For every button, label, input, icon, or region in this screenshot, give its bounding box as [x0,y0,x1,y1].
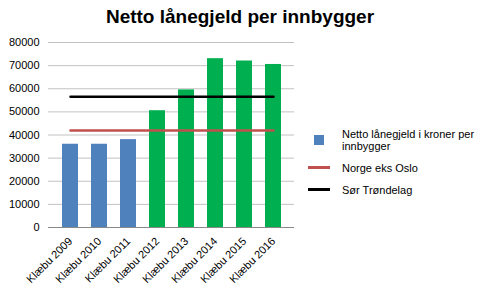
svg-text:0: 0 [33,221,39,233]
svg-text:40000: 40000 [9,129,40,141]
svg-text:30000: 30000 [9,152,40,164]
svg-text:60000: 60000 [9,82,40,94]
svg-text:Klæbu 2015: Klæbu 2015 [198,234,249,286]
svg-text:Klæbu 2013: Klæbu 2013 [140,234,191,286]
svg-text:Klæbu 2009: Klæbu 2009 [24,234,75,286]
svg-text:Klæbu 2010: Klæbu 2010 [53,234,104,286]
html-text:Netto lånegjeld per innbygger: Netto lånegjeld per innbygger [105,6,375,27]
svg-text:20000: 20000 [9,175,40,187]
html-text:Sør Trøndelag: Sør Trøndelag [342,183,413,196]
svg-text:Klæbu 2012: Klæbu 2012 [111,234,162,286]
svg-text:Klæbu 2016: Klæbu 2016 [227,235,277,285]
svg-text:10000: 10000 [9,198,40,210]
html-text:Norge eks Oslo: Norge eks Oslo [342,161,418,174]
svg-text:80000: 80000 [9,36,40,48]
svg-text:50000: 50000 [9,105,40,117]
svg-text:70000: 70000 [9,59,40,71]
svg-text:Klæbu 2014: Klæbu 2014 [169,234,220,286]
html-text:Netto lånegjeld i kroner per i: Netto lånegjeld i kroner per innbygger [342,127,475,152]
svg-text:Klæbu 2011: Klæbu 2011 [82,234,133,285]
